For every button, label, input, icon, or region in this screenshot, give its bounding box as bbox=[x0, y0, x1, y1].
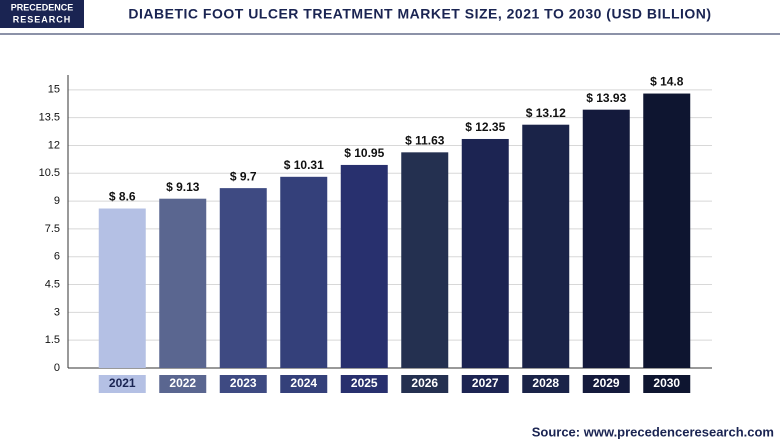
value-label: $ 13.12 bbox=[526, 106, 566, 120]
value-label: $ 12.35 bbox=[465, 120, 505, 134]
source: Source: www.precedenceresearch.com bbox=[532, 424, 774, 439]
value-label: $ 11.63 bbox=[405, 134, 445, 148]
logo-text: RESEARCH bbox=[13, 14, 72, 24]
x-tick-label: 2026 bbox=[411, 376, 438, 390]
y-tick-label: 3 bbox=[54, 306, 60, 318]
value-label: $ 10.31 bbox=[284, 158, 324, 172]
y-tick-label: 9 bbox=[54, 195, 60, 207]
x-tick-label: 2022 bbox=[169, 376, 196, 390]
x-tick-label: 2030 bbox=[653, 376, 680, 390]
bar bbox=[219, 188, 267, 368]
y-tick-label: 6 bbox=[54, 251, 60, 263]
value-label: $ 8.6 bbox=[109, 190, 136, 204]
x-tick-label: 2027 bbox=[472, 376, 499, 390]
y-tick-label: 7.5 bbox=[45, 223, 60, 235]
category-box bbox=[280, 375, 328, 393]
category-box bbox=[582, 375, 630, 393]
x-tick-label: 2024 bbox=[290, 376, 317, 390]
y-tick-label: 13.5 bbox=[39, 112, 60, 124]
bar bbox=[522, 124, 570, 368]
bar bbox=[582, 109, 630, 368]
bar bbox=[643, 93, 691, 368]
value-label: $ 10.95 bbox=[344, 146, 384, 160]
y-tick-label: 15 bbox=[48, 84, 60, 96]
bar bbox=[401, 152, 449, 368]
logo-box bbox=[0, 0, 84, 28]
category-box bbox=[461, 375, 509, 393]
value-label: $ 9.13 bbox=[166, 180, 200, 194]
bar bbox=[98, 208, 146, 368]
value-label: $ 9.7 bbox=[230, 169, 257, 183]
bar bbox=[340, 164, 388, 368]
y-tick-label: 12 bbox=[48, 139, 60, 151]
x-tick-label: 2021 bbox=[109, 376, 136, 390]
x-tick-label: 2025 bbox=[351, 376, 378, 390]
logo-text: PRECEDENCE bbox=[11, 2, 74, 12]
category-box bbox=[219, 375, 267, 393]
category-box bbox=[340, 375, 388, 393]
x-tick-label: 2029 bbox=[593, 376, 620, 390]
category-box bbox=[159, 375, 207, 393]
bar bbox=[461, 138, 509, 368]
y-tick-label: 1.5 bbox=[45, 334, 60, 346]
x-tick-label: 2023 bbox=[230, 376, 257, 390]
y-tick-label: 0 bbox=[54, 362, 60, 374]
y-tick-label: 4.5 bbox=[45, 278, 60, 290]
y-tick-label: 10.5 bbox=[39, 167, 60, 179]
value-label: $ 14.8 bbox=[650, 75, 684, 89]
chart-title: DIABETIC FOOT ULCER TREATMENT MARKET SIZ… bbox=[128, 6, 711, 22]
value-label: $ 13.93 bbox=[586, 91, 626, 105]
category-box bbox=[98, 375, 146, 393]
x-tick-label: 2028 bbox=[532, 376, 559, 390]
category-box bbox=[401, 375, 449, 393]
category-box bbox=[643, 375, 691, 393]
bar bbox=[159, 198, 207, 368]
category-box bbox=[522, 375, 570, 393]
bar bbox=[280, 176, 328, 368]
